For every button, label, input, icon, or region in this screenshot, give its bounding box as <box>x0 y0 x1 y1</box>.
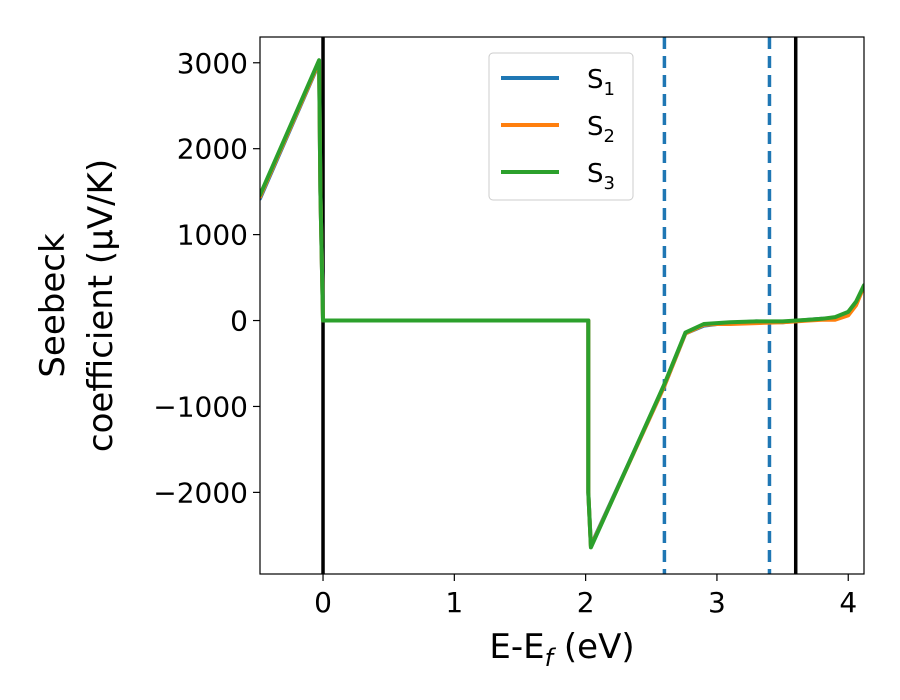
x-tick-label: 0 <box>314 586 332 619</box>
y-axis-label-line2: coefficient (μV/K) <box>81 159 121 452</box>
y-tick-label: 2000 <box>177 133 248 166</box>
legend-box <box>488 52 634 201</box>
x-tick-label: 2 <box>577 586 595 619</box>
y-tick-label: 3000 <box>177 47 248 80</box>
legend-label-S2: S2 <box>587 112 615 147</box>
x-tick-label: 4 <box>839 586 857 619</box>
plot-frame <box>259 36 865 575</box>
x-tick-label: 1 <box>445 586 463 619</box>
y-tick-label: −1000 <box>153 390 248 423</box>
y-axis-label-line1: Seebeck <box>33 233 73 378</box>
x-axis-label: E-Ef (eV) <box>489 627 634 672</box>
y-tick-label: −2000 <box>153 476 248 509</box>
x-tick-label: 3 <box>708 586 726 619</box>
series-line-S3 <box>260 58 864 550</box>
series-lines <box>260 58 864 550</box>
y-axis-ticks: −2000 −1000 0 1000 2000 3000 <box>153 47 260 509</box>
x-axis-ticks: 0 1 2 3 4 <box>314 574 857 619</box>
y-tick-label: 0 <box>230 305 248 338</box>
legend-label-S3: S3 <box>587 159 615 194</box>
legend-label-S1: S1 <box>587 65 615 100</box>
y-tick-label: 1000 <box>177 219 248 252</box>
x-axis-label-unit: (eV) <box>553 627 635 667</box>
legend: S1 S2 S3 <box>488 52 634 201</box>
